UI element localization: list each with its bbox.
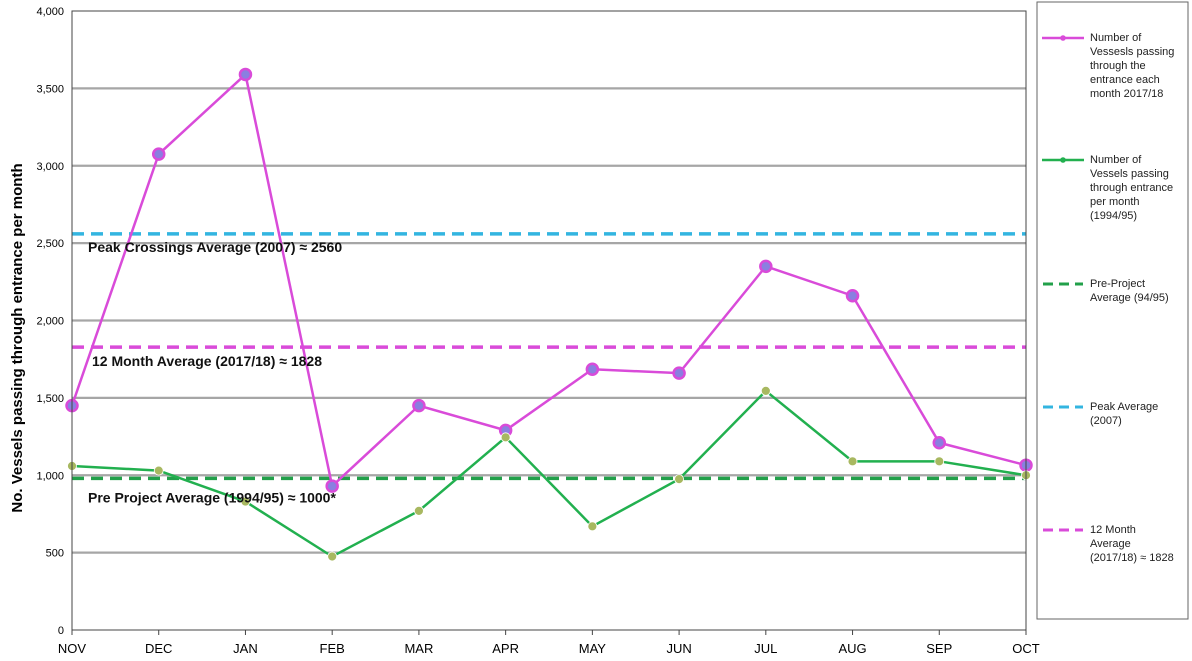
legend: Number of Vessesls passing through the entr… xyxy=(1036,1,1189,620)
legend-label: month 2017/18 xyxy=(1090,88,1163,100)
x-tick-label: JUN xyxy=(666,641,691,656)
data-point xyxy=(760,386,771,396)
series-lines xyxy=(65,67,1033,562)
x-tick-label: FEB xyxy=(320,641,345,656)
legend-label: (1994/95) xyxy=(1090,210,1137,222)
x-tick-label: MAY xyxy=(579,641,607,656)
data-point xyxy=(585,362,600,376)
data-point xyxy=(934,456,945,467)
y-tick-label: 3,000 xyxy=(36,161,64,173)
y-tick-label: 2,500 xyxy=(36,238,64,250)
data-point xyxy=(151,147,166,161)
data-point xyxy=(325,479,339,493)
x-tick-label: APR xyxy=(492,641,519,656)
data-point xyxy=(847,456,858,467)
legend-marker xyxy=(1060,35,1066,41)
legend-label: Average xyxy=(1090,538,1131,550)
legend-item: Number of Vessels passing through entrance… xyxy=(1042,154,1173,222)
y-axis-title: No. Vessels passing through entrance per… xyxy=(9,163,26,512)
data-point xyxy=(153,465,164,476)
y-tick-label: 500 xyxy=(46,548,64,560)
data-point xyxy=(932,436,947,450)
legend-marker xyxy=(1060,157,1066,163)
legend-label: through the xyxy=(1090,60,1146,72)
legend-box xyxy=(1036,1,1189,620)
data-point xyxy=(412,398,426,413)
series-line xyxy=(71,389,1027,558)
legend-item: 12 Month Average (2017/18) ≈ 1828 xyxy=(1043,524,1174,564)
legend-label: Vessesls passing xyxy=(1090,46,1174,58)
data-point xyxy=(238,67,253,82)
legend-label: through entrance xyxy=(1090,182,1173,194)
data-point xyxy=(674,474,684,485)
x-tick-label: AUG xyxy=(838,641,866,656)
axes: 0 500 1,000 1,500 2,000 2,500 3,000 3,500 4,000 N… xyxy=(36,6,1039,656)
legend-label: Number of xyxy=(1090,154,1142,166)
x-tick-label: JUL xyxy=(754,641,777,656)
x-tick-label: OCT xyxy=(1012,641,1040,656)
legend-label: (2007) xyxy=(1090,415,1122,427)
y-tick-label: 2,000 xyxy=(36,316,64,328)
legend-label: Average (94/95) xyxy=(1090,292,1169,304)
x-tick-label: NOV xyxy=(58,641,87,656)
legend-label: (2017/18) ≈ 1828 xyxy=(1090,552,1174,564)
y-tick-label: 0 xyxy=(58,625,64,637)
legend-label: Pre-Project xyxy=(1090,278,1145,290)
legend-label: Peak Average xyxy=(1090,401,1158,413)
legend-item: Number of Vessesls passing through the entr… xyxy=(1042,32,1174,100)
x-tick-label: SEP xyxy=(926,641,952,656)
data-point xyxy=(759,259,773,274)
data-point xyxy=(845,288,860,303)
reference-lines xyxy=(72,232,1026,481)
legend-label: 12 Month xyxy=(1090,524,1136,536)
legend-label: per month xyxy=(1090,196,1140,208)
reference-line-label: 12 Month Average (2017/18) ≈ 1828 xyxy=(92,353,322,369)
y-tick-label: 1,000 xyxy=(36,470,64,482)
data-point xyxy=(240,496,251,507)
legend-label: Vessels passing xyxy=(1090,168,1169,180)
reference-line-label: Peak Crossings Average (2007) ≈ 2560 xyxy=(88,239,342,255)
reference-line-label: Pre Project Average (1994/95) ≈ 1000* xyxy=(88,489,336,505)
legend-item: Pre-Project Average (94/95) xyxy=(1043,278,1169,304)
y-tick-label: 3,500 xyxy=(36,83,64,95)
y-tick-label: 4,000 xyxy=(36,6,64,18)
data-point xyxy=(414,505,424,516)
data-point xyxy=(327,551,338,562)
plot-frame xyxy=(71,10,1027,631)
data-point xyxy=(587,521,598,532)
data-point xyxy=(672,366,686,380)
legend-label: Number of xyxy=(1090,32,1142,44)
y-tick-label: 1,500 xyxy=(36,393,64,405)
x-tick-label: MAR xyxy=(404,641,433,656)
x-tick-label: JAN xyxy=(233,641,258,656)
data-point xyxy=(500,432,511,443)
series-line xyxy=(70,72,1027,489)
x-tick-label: DEC xyxy=(145,641,172,656)
legend-label: entrance each xyxy=(1090,74,1160,86)
annotations: Pre Project Average (1994/95) ≈ 1000* Pea… xyxy=(88,239,342,506)
legend-item: Peak Average (2007) xyxy=(1043,401,1158,427)
